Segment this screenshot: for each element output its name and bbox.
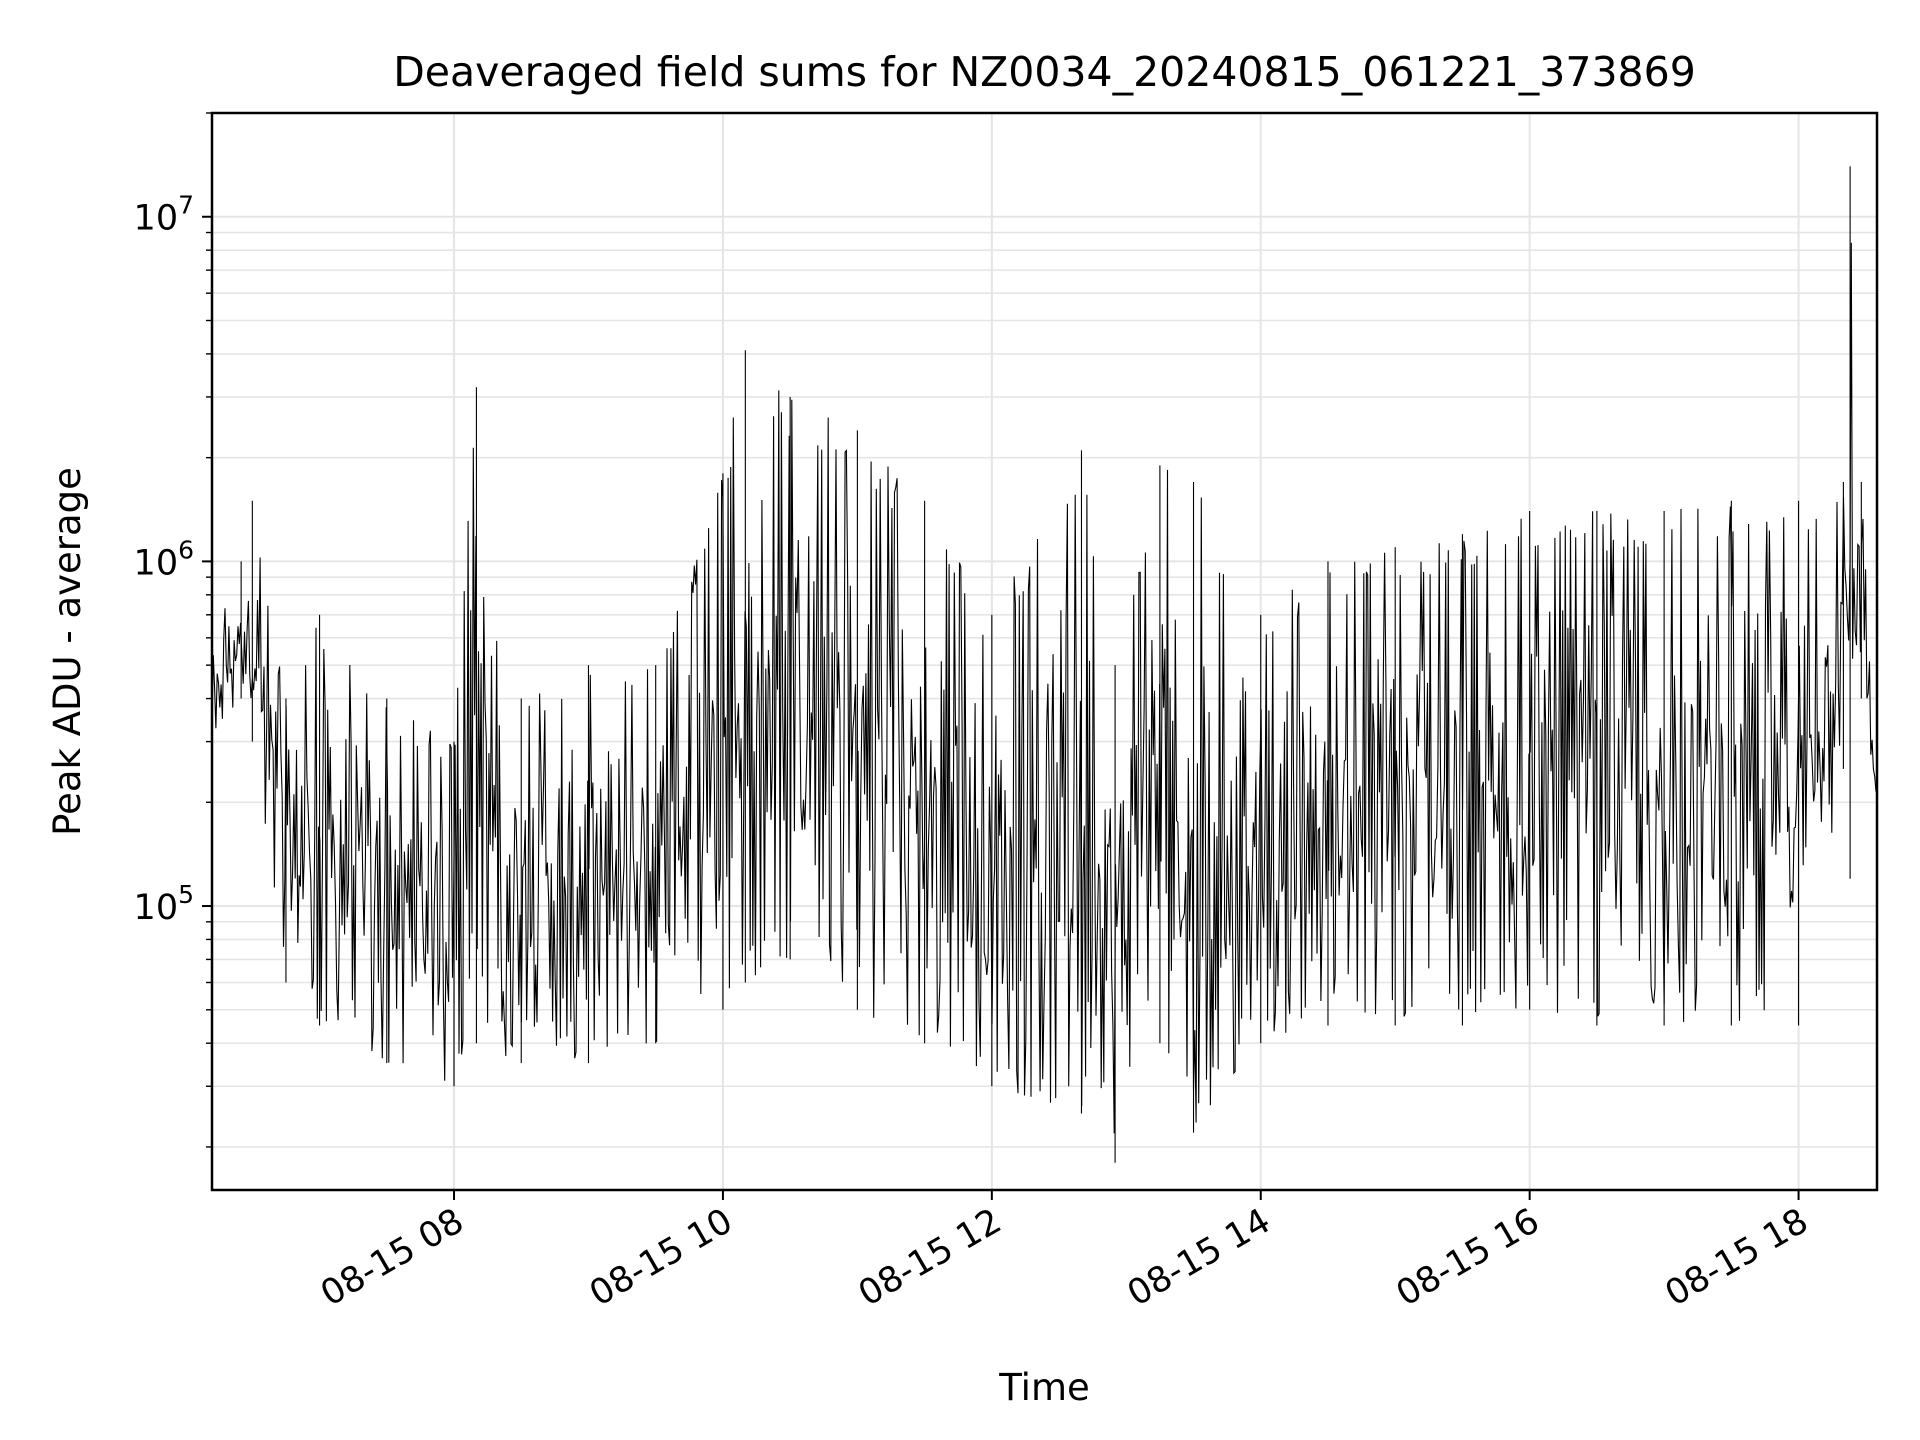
y-tick-base: 10 bbox=[134, 199, 179, 239]
chart-title: Deaveraged field sums for NZ0034_2024081… bbox=[393, 48, 1696, 96]
x-axis-label: Time bbox=[998, 1366, 1090, 1409]
y-tick-base: 10 bbox=[134, 543, 179, 583]
y-tick-base: 10 bbox=[134, 888, 179, 928]
y-axis-label: Peak ADU - average bbox=[46, 467, 89, 836]
y-tick-label: 106 bbox=[134, 535, 194, 583]
series-line bbox=[211, 242, 1877, 1134]
y-tick-exponent: 5 bbox=[178, 880, 194, 909]
y-tick-label: 105 bbox=[134, 880, 194, 928]
grid-layer bbox=[212, 112, 1877, 1190]
y-tick-label: 107 bbox=[134, 191, 194, 239]
y-tick-exponent: 7 bbox=[178, 191, 194, 220]
y-tick-exponent: 6 bbox=[178, 535, 194, 564]
plot-frame bbox=[210, 111, 1879, 1192]
